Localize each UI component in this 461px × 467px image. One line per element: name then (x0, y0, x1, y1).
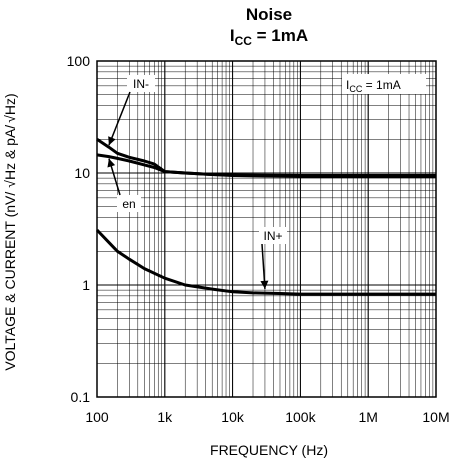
condition-label: ICC = 1mA (342, 74, 426, 94)
y-label-part-1: VOLTAGE & CURRENT (nV/ (2, 192, 18, 371)
series-lines (95, 138, 436, 296)
subtitle-subscript: CC (235, 34, 253, 48)
subtitle-value: = 1mA (252, 26, 308, 45)
y-label-sqrt-1: √ (2, 180, 18, 188)
tick-labels: 100 1k 10k 100k 1M 10M 0.1 1 10 100 (67, 53, 450, 425)
annotation-arrowhead (108, 136, 116, 146)
chart-subtitle: ICC = 1mA (230, 26, 308, 48)
y-axis-label: VOLTAGE & CURRENT (nV/√Hz & pA/√Hz) (2, 93, 18, 370)
x-tick-label: 100 (85, 409, 109, 425)
y-tick-label: 1 (82, 277, 90, 293)
y-tick-label: 0.1 (71, 389, 91, 405)
x-tick-label: 10M (422, 409, 449, 425)
annotation-arrowhead (107, 158, 116, 168)
y-label-part-2: Hz & pA/ (2, 125, 18, 180)
x-tick-label: 1k (157, 409, 173, 425)
annotation-label: IN+ (263, 229, 282, 243)
plot-frame (96, 60, 437, 398)
condition-label-bg (342, 74, 426, 94)
annotation-label: en (122, 197, 135, 211)
subtitle-symbol: I (230, 26, 235, 45)
y-tick-label: 10 (74, 165, 90, 181)
y-tick-label: 100 (67, 53, 91, 69)
annotations: IN-en IN+ (107, 75, 287, 289)
y-axis-label-text: VOLTAGE & CURRENT (nV/√Hz & pA/√Hz) (2, 93, 18, 370)
condition-symbol: I (346, 78, 349, 92)
y-label-sqrt-2: √ (2, 115, 18, 123)
chart-title: Noise (246, 5, 292, 24)
annotation-label: IN- (133, 77, 149, 91)
x-tick-label: 1M (358, 409, 377, 425)
series-line-in (96, 138, 436, 177)
condition-subscript: CC (349, 84, 362, 94)
x-tick-label: 100k (285, 409, 316, 425)
y-label-part-3: Hz) (2, 93, 18, 115)
series-line-in (95, 228, 436, 296)
x-axis-label: FREQUENCY (Hz) (210, 442, 328, 458)
annotation-bg (117, 195, 141, 212)
annotation-arrowhead (260, 280, 269, 289)
condition-value: = 1mA (362, 78, 400, 92)
series-line-en (96, 153, 436, 178)
annotation-bg (127, 75, 155, 92)
annotation-bg (259, 227, 287, 244)
annotation-arrow (108, 91, 131, 146)
condition-label-text: ICC = 1mA (346, 78, 401, 94)
x-tick-label: 10k (221, 409, 245, 425)
